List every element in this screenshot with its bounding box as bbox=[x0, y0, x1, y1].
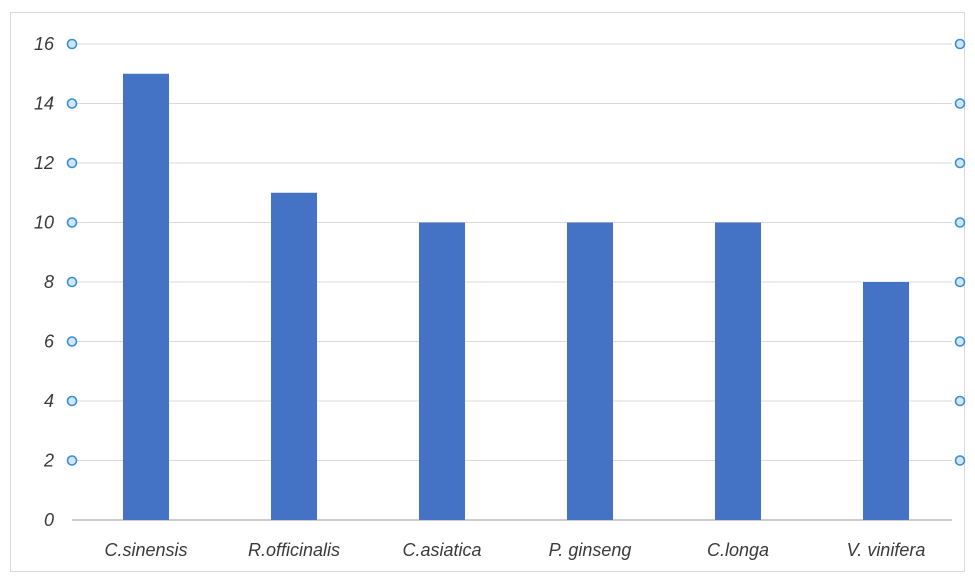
y-axis-ticks: 0 2 4 6 8 10 12 14 16 bbox=[34, 34, 55, 530]
x-tick-label: R.officinalis bbox=[248, 540, 340, 560]
left-resize-handle[interactable] bbox=[66, 217, 78, 228]
right-resize-handle[interactable] bbox=[954, 455, 966, 466]
left-resize-handle[interactable] bbox=[66, 276, 78, 288]
y-tick-label: 6 bbox=[44, 332, 55, 352]
x-tick-label: V. vinifera bbox=[847, 540, 926, 560]
y-tick-label: 0 bbox=[44, 510, 54, 530]
right-resize-handle[interactable] bbox=[954, 98, 966, 109]
right-resize-handle[interactable] bbox=[954, 38, 966, 50]
left-resize-handle[interactable] bbox=[66, 336, 78, 347]
y-tick-label: 2 bbox=[43, 451, 54, 471]
right-resize-handle[interactable] bbox=[954, 157, 966, 169]
y-tick-label: 10 bbox=[34, 213, 54, 233]
bar-c-asiatica[interactable] bbox=[419, 222, 465, 521]
bar-r-officinalis[interactable] bbox=[271, 192, 317, 520]
bar-c-sinensis[interactable] bbox=[123, 73, 169, 520]
x-tick-label: C.sinensis bbox=[104, 540, 187, 560]
y-tick-label: 4 bbox=[44, 391, 54, 411]
right-resize-handle[interactable] bbox=[954, 336, 966, 347]
right-resize-handle[interactable] bbox=[954, 217, 966, 228]
x-axis-labels: C.sinensis R.officinalis C.asiatica P. gins… bbox=[104, 540, 925, 560]
selection-handles bbox=[66, 38, 966, 466]
right-resize-handle[interactable] bbox=[954, 276, 966, 288]
left-resize-handle[interactable] bbox=[66, 395, 78, 407]
left-resize-handle[interactable] bbox=[66, 98, 78, 109]
x-tick-label: P. ginseng bbox=[549, 540, 632, 560]
left-resize-handle[interactable] bbox=[66, 38, 78, 50]
left-resize-handle[interactable] bbox=[66, 455, 78, 466]
x-tick-label: C.longa bbox=[707, 540, 769, 560]
y-tick-label: 8 bbox=[44, 272, 54, 292]
bars bbox=[123, 73, 909, 521]
x-tick-label: C.asiatica bbox=[402, 540, 481, 560]
right-resize-handle[interactable] bbox=[954, 395, 966, 407]
bar-c-longa[interactable] bbox=[715, 222, 761, 521]
chart-frame bbox=[10, 12, 965, 572]
gridlines bbox=[72, 43, 952, 521]
y-tick-label: 12 bbox=[34, 153, 54, 173]
y-tick-label: 14 bbox=[34, 94, 54, 114]
left-resize-handle[interactable] bbox=[66, 157, 78, 169]
bar-v-vinifera[interactable] bbox=[863, 282, 909, 520]
y-tick-label: 16 bbox=[34, 34, 55, 54]
bar-p-ginseng[interactable] bbox=[567, 222, 613, 521]
